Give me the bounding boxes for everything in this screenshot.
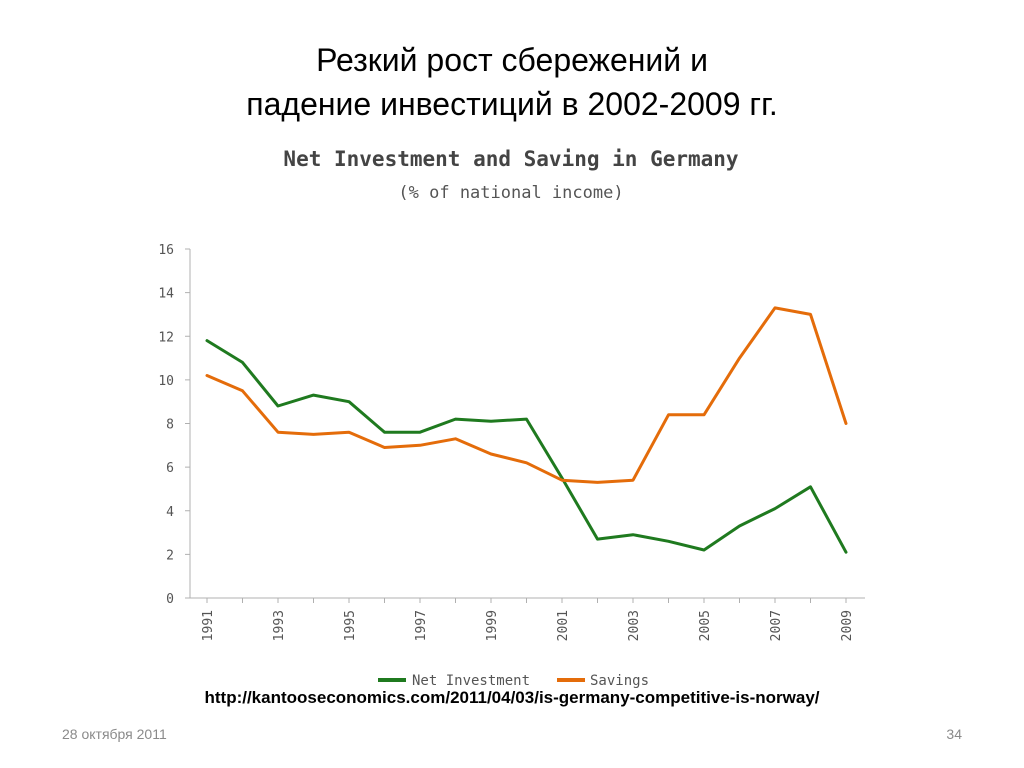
series-line-savings — [205, 306, 848, 484]
chart-subtitle: (% of national income) — [398, 183, 623, 203]
x-axis-ticks: 1991 1993 1995 1997 1999 2001 2003 2005 2007 2009 — [201, 598, 855, 641]
y-tick-label: 10 — [158, 374, 174, 389]
x-tick-label: 2007 — [769, 610, 784, 641]
x-tick-label: 2003 — [627, 610, 642, 641]
series-line-net-investment — [205, 339, 848, 554]
y-tick-label: 4 — [166, 505, 174, 520]
x-tick-label: 2009 — [840, 610, 855, 641]
x-tick-label: 1999 — [485, 610, 500, 641]
legend-label: Net Investment — [412, 673, 530, 689]
y-tick-label: 14 — [158, 287, 174, 302]
y-tick-label: 16 — [158, 243, 174, 258]
legend-label: Savings — [590, 673, 649, 689]
y-tick-label: 2 — [166, 548, 174, 563]
y-tick-label: 12 — [158, 330, 174, 345]
chart: Net Investment and Saving in Germany (% … — [158, 147, 865, 689]
y-axis-ticks: 0 2 4 6 8 10 12 14 16 — [158, 243, 190, 607]
source-link[interactable]: http://kantooseconomics.com/2011/04/03/i… — [204, 688, 820, 707]
page-number: 34 — [946, 726, 962, 742]
slide-title-line-1: Резкий рост сбережений и — [316, 42, 708, 78]
y-tick-label: 8 — [166, 418, 174, 433]
x-tick-label: 2001 — [556, 610, 571, 641]
x-tick-label: 1993 — [272, 610, 287, 641]
x-tick-label: 2005 — [698, 610, 713, 641]
slide-title: Резкий рост сбережений и падение инвести… — [0, 38, 1024, 126]
x-tick-label: 1991 — [201, 610, 216, 641]
slide-title-line-2: падение инвестиций в 2002-2009 гг. — [246, 86, 778, 122]
chart-series — [205, 306, 848, 554]
x-tick-label: 1997 — [414, 610, 429, 641]
chart-legend: Net Investment Savings — [378, 673, 649, 689]
chart-title: Net Investment and Saving in Germany — [283, 147, 739, 171]
footer-date: 28 октября 2011 — [62, 726, 167, 742]
y-tick-label: 0 — [166, 592, 174, 607]
x-tick-label: 1995 — [343, 610, 358, 641]
y-tick-label: 6 — [166, 461, 174, 476]
